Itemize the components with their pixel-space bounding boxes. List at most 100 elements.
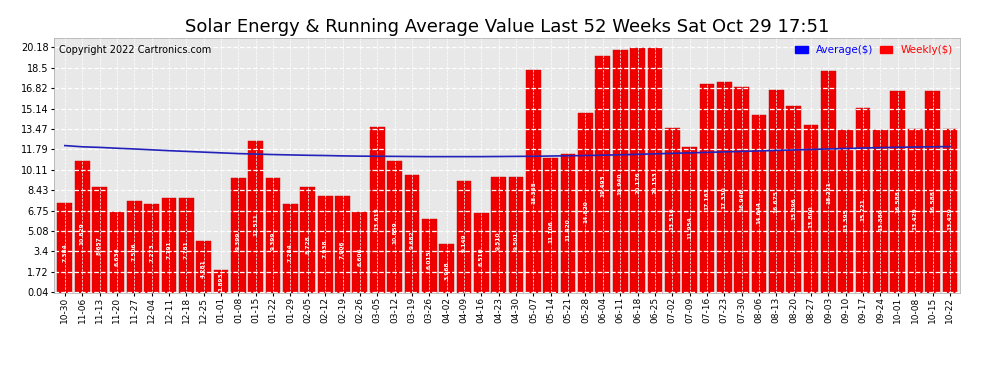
Bar [456,182,471,292]
Text: 11.954: 11.954 [687,216,692,238]
Bar [440,244,454,292]
Bar [352,212,367,292]
Text: 17.161: 17.161 [705,187,710,210]
Text: 9.399: 9.399 [236,232,241,251]
Text: 14.820: 14.820 [583,200,588,223]
Bar [161,198,176,292]
Bar [283,204,298,292]
Bar [318,196,333,292]
Text: 7.906: 7.906 [340,240,346,258]
Bar [908,129,923,292]
Text: 15.221: 15.221 [860,198,865,221]
Bar [560,154,575,292]
Bar [110,212,125,292]
Text: 13.615: 13.615 [375,207,380,230]
Bar [179,198,194,292]
Bar [57,203,72,292]
Text: 7.781: 7.781 [184,241,189,260]
Text: 17.330: 17.330 [722,186,727,209]
Bar [300,186,315,292]
Bar [942,129,957,292]
Text: 13.429: 13.429 [913,208,918,231]
Title: Solar Energy & Running Average Value Last 52 Weeks Sat Oct 29 17:51: Solar Energy & Running Average Value Las… [185,18,830,36]
Text: 19.940: 19.940 [618,172,623,195]
Text: 18.355: 18.355 [531,181,536,204]
Text: 11.420: 11.420 [565,219,570,242]
Bar [231,178,246,292]
Text: 15.396: 15.396 [791,197,796,220]
Text: 19.493: 19.493 [600,175,605,197]
Bar [647,48,662,292]
Text: 13.800: 13.800 [809,206,814,228]
Text: 3.968: 3.968 [445,261,449,280]
Text: 8.728: 8.728 [305,236,310,254]
Bar [387,160,402,292]
Bar [682,147,697,292]
Text: 6.606: 6.606 [357,247,362,266]
Text: 9.399: 9.399 [270,232,275,251]
Bar [214,270,229,292]
Bar [248,141,263,292]
Bar [873,130,888,292]
Text: 11.106: 11.106 [548,220,553,243]
Bar [631,48,644,292]
Text: Copyright 2022 Cartronics.com: Copyright 2022 Cartronics.com [59,45,211,55]
Bar [92,188,107,292]
Bar [890,91,905,292]
Text: 13.380: 13.380 [878,208,883,231]
Bar [751,115,766,292]
Bar [769,90,784,292]
Legend: Average($), Weekly($): Average($), Weekly($) [793,43,955,57]
Bar [821,71,836,292]
Text: 1.893: 1.893 [219,273,224,291]
Bar [926,91,940,292]
Text: 13.429: 13.429 [947,208,952,231]
Bar [700,84,715,292]
Text: 20.153: 20.153 [652,171,657,194]
Text: 7.273: 7.273 [149,243,154,262]
Text: 20.176: 20.176 [635,171,640,194]
Text: 16.588: 16.588 [930,190,935,213]
Text: 12.511: 12.511 [253,213,258,236]
Text: 10.829: 10.829 [80,222,85,245]
Bar [786,105,801,292]
Bar [855,108,870,292]
Bar [474,213,489,292]
Text: 13.395: 13.395 [843,208,848,231]
Text: 7.506: 7.506 [132,242,137,261]
Bar [127,201,142,292]
Bar [336,196,349,292]
Text: 7.384: 7.384 [62,243,67,261]
Bar [196,240,211,292]
Bar [839,130,853,292]
Bar [405,175,420,292]
Text: 9.501: 9.501 [514,231,519,250]
Bar [717,82,732,292]
Text: 16.946: 16.946 [740,189,744,211]
Text: 7.284: 7.284 [288,243,293,262]
Bar [370,127,384,292]
Text: 16.588: 16.588 [895,190,900,213]
Text: 14.644: 14.644 [756,201,761,224]
Bar [526,70,541,292]
Text: 16.675: 16.675 [774,190,779,213]
Text: 13.516: 13.516 [669,207,675,230]
Bar [613,50,628,292]
Bar [491,177,506,292]
Bar [265,178,280,292]
Bar [595,56,610,292]
Text: 7.938: 7.938 [323,240,328,258]
Text: 8.657: 8.657 [97,236,102,255]
Bar [509,177,524,292]
Text: 4.281: 4.281 [201,260,206,279]
Text: 6.634: 6.634 [115,247,120,266]
Text: 6.015: 6.015 [427,251,432,269]
Text: 9.682: 9.682 [410,230,415,249]
Text: 9.510: 9.510 [496,231,501,250]
Text: 18.221: 18.221 [826,182,831,204]
Bar [75,161,89,292]
Text: 6.510: 6.510 [479,248,484,266]
Bar [422,219,437,292]
Text: 10.859: 10.859 [392,222,397,245]
Bar [804,125,819,292]
